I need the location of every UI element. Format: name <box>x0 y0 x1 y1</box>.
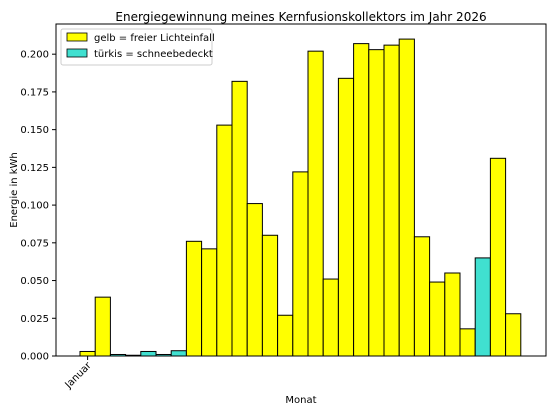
bar <box>292 171 309 357</box>
bar <box>474 257 491 357</box>
bar <box>94 296 111 357</box>
bar <box>201 248 218 357</box>
legend-box <box>60 28 213 66</box>
bar <box>444 272 461 357</box>
y-tick-label: 0.200 <box>20 50 49 61</box>
bar <box>459 328 476 357</box>
legend: gelb = freier Lichteinfall türkis = schn… <box>60 28 215 66</box>
legend-label-yellow: gelb = freier Lichteinfall <box>94 33 215 44</box>
x-axis-label: Monat <box>285 395 316 406</box>
legend-swatch-yellow <box>66 32 88 42</box>
bar <box>216 124 233 357</box>
bar <box>337 77 355 357</box>
bar <box>398 38 415 357</box>
y-axis-label: Energie in kWh <box>9 152 20 228</box>
y-tick-label: 0.000 <box>20 352 49 363</box>
bar <box>246 203 263 357</box>
bar <box>307 50 324 357</box>
bar <box>353 43 370 357</box>
bar <box>489 157 507 357</box>
bar <box>505 313 522 357</box>
bar <box>413 236 431 357</box>
bar <box>170 350 187 357</box>
plot-frame <box>55 23 547 357</box>
y-tick-label: 0.050 <box>20 276 49 287</box>
bar <box>277 314 294 357</box>
bar <box>79 350 96 357</box>
bar <box>231 80 248 357</box>
bar <box>322 278 339 357</box>
y-tick-label: 0.150 <box>20 125 49 136</box>
y-tick-label: 0.175 <box>20 87 49 98</box>
y-tick-label: 0.025 <box>20 314 49 325</box>
bars-layer <box>79 38 522 357</box>
legend-label-turquoise: türkis = schneebedeckt <box>94 49 213 60</box>
y-tick-label: 0.075 <box>20 238 49 249</box>
bar <box>185 240 203 357</box>
y-tick-label: 0.125 <box>20 163 49 174</box>
bar <box>383 44 400 357</box>
bar <box>261 234 279 357</box>
y-tick-label: 0.100 <box>20 201 49 212</box>
y-ticks: 0.000 0.025 0.050 0.075 0.100 0.125 0.150 0.175… <box>20 50 56 363</box>
bar <box>368 49 385 357</box>
legend-swatch-turquoise <box>66 48 88 58</box>
bar <box>429 281 446 357</box>
bar <box>140 350 157 357</box>
chart-title: Energiegewinnung meines Kernfusionskolle… <box>115 10 486 24</box>
